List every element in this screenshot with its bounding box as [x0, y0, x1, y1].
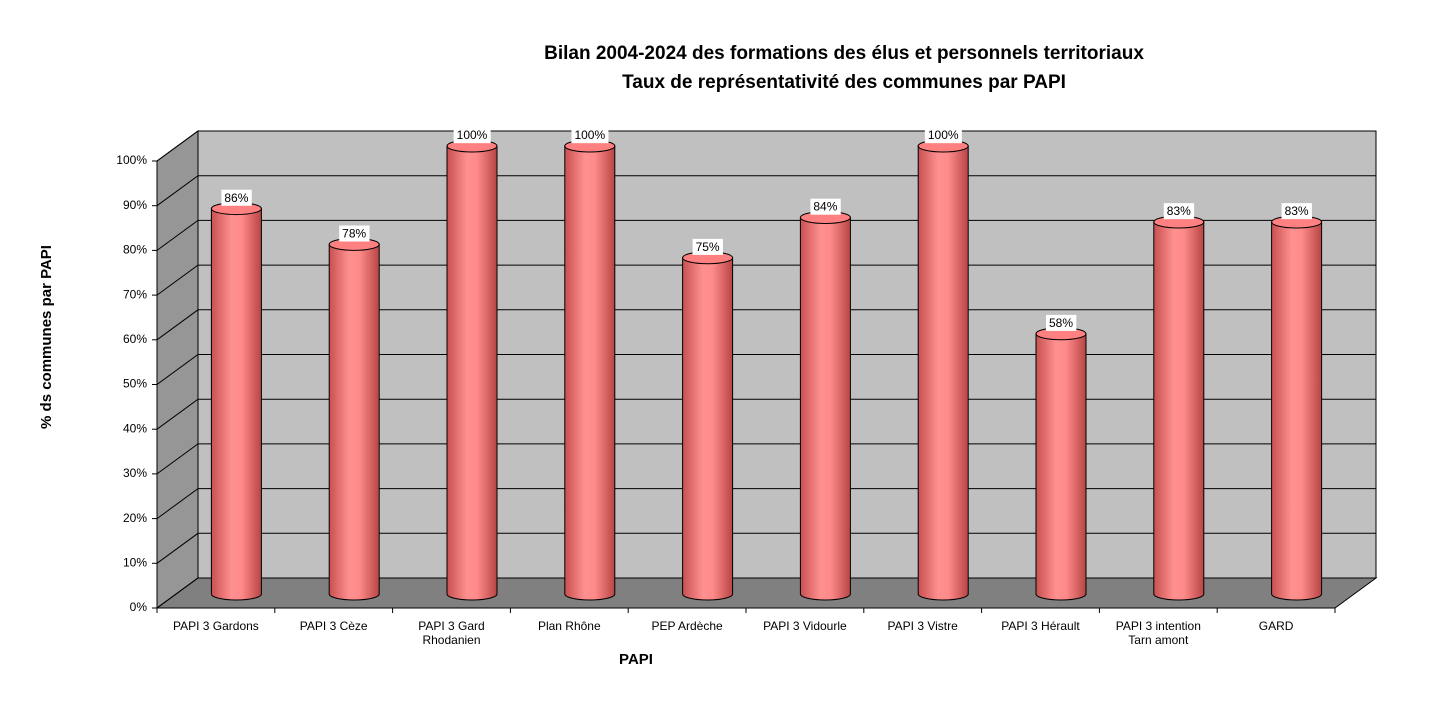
x-tick-label: PAPI 3 Cèze: [299, 619, 368, 633]
value-label-bg: [1281, 203, 1312, 220]
value-label: 58%: [1049, 316, 1073, 330]
cylinder-body: [564, 145, 616, 601]
grid-line: [156, 443, 1376, 475]
cylinder: [446, 139, 498, 601]
value-label-bg: [810, 198, 841, 215]
x-axis-label: PAPI: [619, 651, 653, 668]
cylinder: [328, 237, 380, 601]
grid-line: [156, 532, 1376, 564]
value-label-bg: [571, 127, 609, 144]
value-label-bg: [453, 127, 491, 144]
y-tick-label: 90%: [123, 198, 147, 212]
value-label-bg: [339, 225, 370, 242]
value-label: 86%: [224, 191, 248, 205]
x-tick-label: PAPI 3 Gard Rhodanien: [418, 619, 485, 647]
value-label-bg: [1045, 314, 1077, 331]
y-tick-label: 10%: [123, 555, 147, 569]
value-label: 100%: [457, 128, 488, 142]
y-tick-label: 40%: [123, 421, 147, 435]
grid-line: [156, 130, 1376, 162]
value-label: 83%: [1285, 204, 1309, 218]
value-label-bg: [924, 127, 962, 144]
value-label: 78%: [342, 227, 366, 241]
grid-line: [156, 488, 1376, 520]
y-axis-label: % ds communes par PAPI: [38, 245, 55, 429]
y-tick-label: 80%: [123, 243, 147, 257]
value-label-bg: [1163, 203, 1195, 220]
cylinder: [917, 139, 969, 601]
cylinder: [1153, 215, 1205, 601]
x-tick-label: PEP Ardèche: [651, 619, 723, 633]
x-tick-label: PAPI 3 Hérault: [1001, 619, 1080, 633]
cylinder-body: [1271, 221, 1323, 601]
x-tick-label: PAPI 3 intention Tarn amont: [1115, 619, 1201, 647]
grid-line: [156, 175, 1376, 207]
x-tick-label: PAPI 3 Gardons: [172, 619, 259, 633]
cylinder: [210, 202, 262, 601]
cylinder-body: [917, 145, 969, 601]
value-label-bg: [692, 238, 723, 255]
cylinder-body: [1153, 221, 1205, 601]
cylinder: [682, 251, 734, 601]
chart-subtitle: Taux de représentativité des communes pa…: [622, 72, 1066, 93]
x-tick-label: PAPI 3 Vistre: [887, 619, 958, 633]
y-tick-label: 70%: [123, 287, 147, 301]
cylinder-body: [446, 145, 498, 601]
value-label: 100%: [928, 128, 959, 142]
x-tick-label: PAPI 3 Vidourle: [763, 619, 847, 633]
x-tick-label: Plan Rhône: [537, 619, 601, 633]
cylinder: [799, 211, 851, 601]
cylinder-body: [328, 243, 380, 601]
y-tick-label: 60%: [123, 332, 147, 346]
grid-line: [156, 398, 1376, 430]
cylinder: [564, 139, 616, 601]
grid-line: [156, 309, 1376, 341]
value-label: 75%: [696, 240, 720, 254]
cylinder-body: [682, 257, 734, 601]
cylinder-body: [799, 217, 851, 601]
y-tick-label: 100%: [116, 153, 147, 167]
cylinder-body: [210, 208, 262, 601]
cylinder: [1271, 215, 1323, 601]
cylinder: [1035, 327, 1087, 601]
grid-line: [156, 354, 1376, 385]
cylinder-body: [1035, 333, 1087, 601]
y-tick-label: 0%: [130, 600, 148, 614]
chart-title: Bilan 2004-2024 des formations des élus …: [544, 43, 1144, 64]
x-tick-label: GARD: [1258, 619, 1294, 633]
grid-line: [156, 264, 1376, 296]
value-label: 84%: [813, 200, 837, 214]
y-tick-label: 30%: [123, 466, 147, 480]
y-tick-label: 20%: [123, 511, 147, 525]
value-label: 100%: [574, 128, 605, 142]
grid-line: [156, 219, 1376, 251]
value-label: 83%: [1167, 204, 1191, 218]
y-tick-label: 50%: [123, 377, 147, 391]
grid-line: [156, 577, 1376, 609]
value-label-bg: [221, 189, 252, 206]
